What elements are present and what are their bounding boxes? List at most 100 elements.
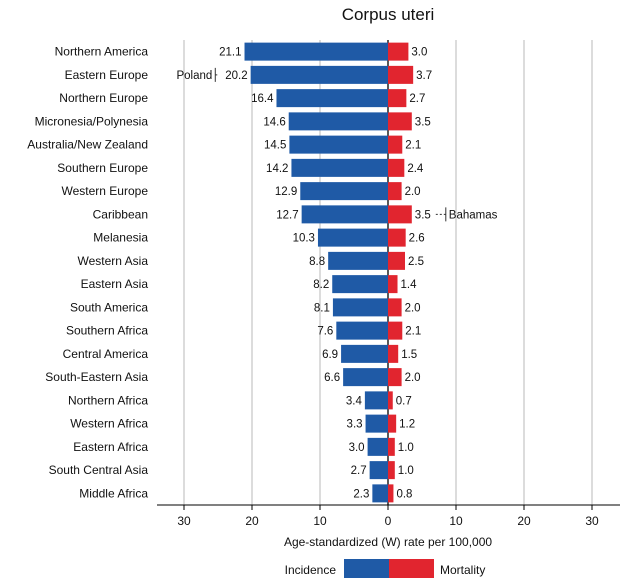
- category-label: Middle Africa: [79, 486, 148, 500]
- category-label: Northern Africa: [68, 393, 148, 407]
- category-label: Melanesia: [93, 231, 148, 245]
- incidence-bar: [369, 461, 388, 480]
- label-group: Northern America 21.1 3.0 Eastern Europe 20.…: [27, 45, 432, 501]
- mortality-bar: [388, 205, 412, 224]
- x-axis-label: Age-standardized (W) rate per 100,000: [284, 535, 492, 549]
- incidence-bar: [276, 89, 388, 108]
- x-tick-label: 10: [313, 514, 327, 528]
- x-tick-label: 30: [585, 514, 599, 528]
- mortality-value-label: 2.1: [405, 140, 421, 152]
- incidence-value-label: 10.3: [293, 233, 315, 245]
- incidence-bar: [301, 205, 388, 224]
- mortality-bar: [388, 65, 414, 84]
- incidence-bar: [336, 321, 388, 340]
- legend-label-incidence: Incidence: [285, 563, 337, 577]
- mortality-bar: [388, 182, 402, 201]
- mortality-bar: [388, 251, 405, 270]
- incidence-value-label: 8.8: [309, 256, 325, 268]
- category-label: Western Asia: [78, 254, 149, 268]
- mortality-value-label: 2.7: [409, 93, 425, 105]
- incidence-value-label: 14.2: [266, 163, 288, 175]
- mortality-bar: [388, 391, 393, 410]
- incidence-value-label: 3.4: [346, 395, 363, 407]
- x-tick-label: 30: [177, 514, 191, 528]
- category-label: Central America: [63, 347, 149, 361]
- mortality-bar: [388, 275, 398, 294]
- mortality-value-label: 3.7: [416, 70, 432, 82]
- incidence-value-label: 2.3: [353, 488, 369, 500]
- incidence-bar: [250, 65, 388, 84]
- mortality-value-label: 2.5: [408, 256, 424, 268]
- mortality-bar: [388, 298, 402, 317]
- category-label: Eastern Asia: [81, 277, 149, 291]
- mortality-value-label: 1.0: [398, 465, 414, 477]
- mortality-value-label: 2.0: [405, 372, 421, 384]
- mortality-bar: [388, 112, 412, 131]
- mortality-value-label: 1.4: [401, 279, 418, 291]
- incidence-bar: [332, 298, 388, 317]
- mortality-bar: [388, 461, 395, 480]
- gridlines: [183, 40, 593, 505]
- legend: Incidence Mortality: [285, 559, 485, 578]
- incidence-bar: [328, 251, 388, 270]
- mortality-value-label: 2.1: [405, 326, 421, 338]
- mortality-bar: [388, 414, 397, 433]
- mortality-value-label: 0.7: [396, 395, 412, 407]
- incidence-value-label: 8.1: [314, 302, 330, 314]
- incidence-bar: [317, 228, 388, 247]
- incidence-bar: [244, 42, 388, 61]
- mortality-value-label: 3.5: [415, 209, 431, 221]
- category-label: Eastern Europe: [65, 68, 149, 82]
- incidence-value-label: 8.2: [313, 279, 329, 291]
- category-label: Southern Africa: [66, 324, 148, 338]
- mortality-value-label: 3.5: [415, 116, 431, 128]
- category-label: Northern America: [55, 45, 149, 59]
- chart-title: Corpus uteri: [342, 5, 435, 24]
- category-label: Caribbean: [93, 207, 148, 221]
- category-label: South Central Asia: [49, 463, 149, 477]
- category-label: Eastern Africa: [73, 440, 148, 454]
- category-label: Australia/New Zealand: [27, 138, 148, 152]
- legend-swatch-mortality: [389, 559, 434, 578]
- incidence-value-label: 21.1: [219, 47, 241, 59]
- mortality-bar: [388, 158, 405, 177]
- incidence-bar: [372, 484, 388, 503]
- mortality-value-label: 1.2: [399, 419, 415, 431]
- incidence-value-label: 2.7: [351, 465, 367, 477]
- category-label: Northern Europe: [59, 91, 148, 105]
- mortality-bar: [388, 135, 403, 154]
- annotation-label: Bahamas: [449, 209, 498, 221]
- x-tick-label: 0: [385, 514, 392, 528]
- x-axis: 30 20 10 0 10 20 30: [157, 504, 620, 528]
- mortality-bar: [388, 89, 407, 108]
- category-label: Western Africa: [70, 417, 148, 431]
- incidence-value-label: 3.0: [349, 442, 365, 454]
- incidence-bar: [364, 391, 388, 410]
- category-label: Southern Europe: [57, 161, 148, 175]
- category-label: Western Europe: [62, 184, 149, 198]
- x-tick-label: 20: [245, 514, 259, 528]
- mortality-value-label: 2.6: [409, 233, 425, 245]
- incidence-value-label: 3.3: [347, 419, 363, 431]
- category-label: Micronesia/Polynesia: [35, 114, 149, 128]
- incidence-value-label: 7.6: [317, 326, 333, 338]
- mortality-value-label: 2.4: [407, 163, 424, 175]
- mortality-bar: [388, 484, 394, 503]
- incidence-bar: [332, 275, 388, 294]
- mortality-value-label: 1.5: [401, 349, 417, 361]
- annotation-label: Poland: [176, 70, 212, 82]
- mortality-value-label: 2.0: [405, 302, 421, 314]
- x-tick-label: 20: [517, 514, 531, 528]
- mortality-bar: [388, 344, 399, 363]
- legend-swatch-incidence: [344, 559, 389, 578]
- incidence-value-label: 12.7: [276, 209, 298, 221]
- category-label: South-Eastern Asia: [45, 370, 148, 384]
- x-tick-label: 10: [449, 514, 463, 528]
- mortality-bar: [388, 437, 395, 456]
- incidence-value-label: 12.9: [275, 186, 297, 198]
- incidence-value-label: 6.9: [322, 349, 338, 361]
- incidence-bar: [289, 135, 388, 154]
- bar-group: [244, 42, 414, 503]
- mortality-value-label: 1.0: [398, 442, 414, 454]
